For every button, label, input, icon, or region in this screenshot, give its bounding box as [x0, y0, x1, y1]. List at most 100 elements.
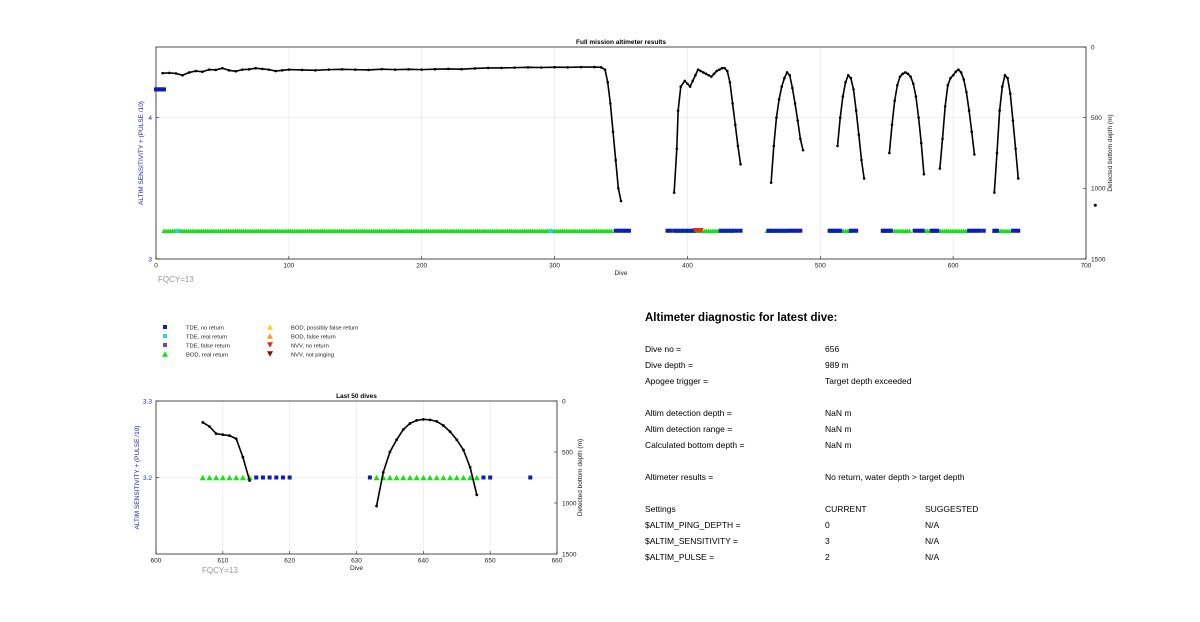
- y-right-tick-label: 0: [562, 398, 566, 405]
- depth-point: [327, 68, 331, 71]
- depth-point: [707, 73, 710, 77]
- tde-no-return-marker: [854, 228, 859, 233]
- ping-depth-current: 0: [825, 520, 830, 530]
- depth-point: [733, 123, 737, 127]
- depth-point: [943, 105, 947, 108]
- depth-point: [914, 95, 918, 98]
- depth-point: [599, 66, 603, 69]
- tde-no-return-marker: [680, 228, 685, 233]
- depth-point: [799, 137, 802, 141]
- bod-real-return-marker: [239, 474, 246, 481]
- depth-point: [1001, 85, 1004, 88]
- tde-no-return-marker: [992, 228, 997, 233]
- depth-point: [954, 70, 958, 74]
- depth-point: [769, 181, 773, 184]
- results-value: No return, water depth > target depth: [825, 472, 965, 482]
- depth-point: [455, 438, 459, 442]
- depth-point: [234, 70, 238, 73]
- y-right-tick-label: 1000: [1091, 186, 1106, 193]
- depth-point: [187, 71, 191, 74]
- depth-point: [380, 67, 384, 71]
- y-right-tick-label: 1500: [1091, 256, 1106, 263]
- tde-real-return-marker: [175, 228, 180, 233]
- tde-no-return-marker: [621, 228, 626, 233]
- depth-point: [475, 493, 479, 497]
- depth-point: [388, 450, 392, 454]
- legend-marker: [267, 342, 273, 348]
- dive-depth-value: 989 m: [825, 360, 849, 370]
- depth-point: [849, 76, 853, 80]
- tde-no-return-marker: [975, 228, 980, 233]
- tde-no-return-marker: [977, 228, 982, 233]
- depth-point: [1014, 147, 1017, 151]
- calculated-bottom-row: Calculated bottom depth = NaN m: [645, 440, 1165, 456]
- tde-no-return-marker: [668, 228, 673, 233]
- bod-real-return-marker: [406, 474, 413, 481]
- bod-real-return-marker: [233, 474, 240, 481]
- tde-no-return-marker: [616, 228, 621, 233]
- depth-point: [906, 72, 910, 76]
- x-tick-label: 400: [682, 263, 693, 270]
- legend-label: BOD, false return: [291, 334, 336, 340]
- depth-point: [890, 123, 894, 127]
- bod-real-return-marker: [433, 474, 440, 481]
- depth-point: [274, 69, 277, 73]
- tde-no-return-marker: [267, 475, 272, 480]
- depth-point: [174, 72, 178, 75]
- tde-no-return-marker: [793, 228, 798, 233]
- depth-point: [267, 68, 271, 71]
- x-axis-label: Dive: [350, 565, 363, 572]
- depth-point: [962, 78, 966, 81]
- tde-no-return-marker: [730, 228, 735, 233]
- legend-marker: [162, 351, 168, 357]
- depth-point: [314, 69, 317, 72]
- sensitivity-row: $ALTIM_SENSITIVITY = 3 N/A: [645, 536, 1165, 552]
- x-tick-label: 640: [418, 558, 429, 565]
- tde-no-return-marker: [883, 228, 888, 233]
- depth-point: [1093, 203, 1097, 207]
- bod-real-return-marker: [206, 474, 213, 481]
- chart-title: Last 50 dives: [336, 393, 377, 400]
- depth-point: [676, 109, 680, 112]
- tde-no-return-marker: [886, 228, 891, 233]
- tde-no-return-marker: [888, 228, 893, 233]
- suggested-header: SUGGESTED: [925, 504, 979, 514]
- y-left-tick-label: 3: [148, 256, 152, 263]
- tde-no-return-marker: [161, 87, 166, 92]
- depth-point: [603, 68, 607, 71]
- diagnostic-title: Altimeter diagnostic for latest dive:: [645, 312, 838, 324]
- bod-real-return-marker: [447, 474, 454, 481]
- depth-point: [1016, 177, 1020, 180]
- depth-point: [287, 68, 291, 71]
- depth-point: [539, 66, 543, 69]
- apogee-label: Apogee trigger =: [645, 376, 709, 386]
- bod-real-return-marker: [440, 474, 447, 481]
- depth-point: [949, 76, 952, 80]
- ping-depth-row: $ALTIM_PING_DEPTH = 0 N/A: [645, 520, 1165, 536]
- chart-title: Full mission altimeter results: [576, 39, 666, 46]
- depth-point: [280, 69, 284, 72]
- depth-point: [723, 66, 726, 70]
- calculated-bottom-label: Calculated bottom depth =: [645, 440, 745, 450]
- depth-point: [777, 97, 781, 101]
- depth-point: [435, 420, 439, 423]
- tde-no-return-marker: [1013, 228, 1018, 233]
- tde-no-return-marker: [994, 228, 999, 233]
- depth-point: [788, 73, 792, 77]
- bod-real-return-marker: [420, 474, 427, 481]
- y-left-tick-label: 3.3: [143, 398, 152, 405]
- depth-point: [970, 130, 974, 134]
- sensitivity-current: 3: [825, 536, 830, 546]
- depth-point: [720, 66, 724, 70]
- depth-point: [888, 151, 891, 155]
- depth-point: [367, 68, 370, 72]
- depth-point: [247, 68, 251, 71]
- depth-point: [699, 69, 703, 73]
- tde-no-return-marker: [624, 228, 629, 233]
- tde-no-return-marker: [726, 228, 731, 233]
- tde-no-return-marker: [769, 228, 774, 233]
- tde-no-return-marker: [777, 228, 782, 233]
- depth-point: [941, 137, 944, 141]
- depth-point: [611, 130, 615, 134]
- depth-point: [796, 119, 799, 122]
